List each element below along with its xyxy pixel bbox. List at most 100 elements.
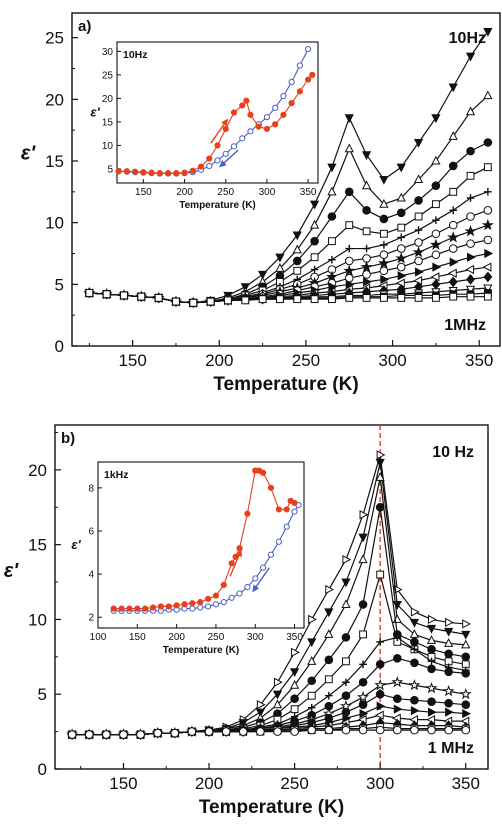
annotation-bottom: 1MHz xyxy=(444,317,486,334)
inset-y-tick-label: 20 xyxy=(102,94,114,105)
data-point xyxy=(448,83,458,93)
inset-data-point xyxy=(228,560,235,567)
data-point xyxy=(204,727,214,736)
data-point xyxy=(307,691,316,700)
data-point xyxy=(413,174,424,184)
data-point xyxy=(448,220,458,230)
data-point xyxy=(327,295,336,304)
inset-data-point xyxy=(291,499,298,507)
inset-y-tick-label: 5 xyxy=(107,164,113,175)
data-point xyxy=(431,114,441,124)
data-point xyxy=(359,630,367,639)
data-point xyxy=(362,206,371,215)
inset-data-point xyxy=(157,603,165,610)
inset-arrows xyxy=(229,549,270,593)
data-point xyxy=(342,657,350,666)
data-point xyxy=(292,231,302,241)
data-point xyxy=(120,291,128,300)
data-point xyxy=(427,645,436,654)
inset-x-tick-label: 150 xyxy=(129,632,146,643)
inset-data-point xyxy=(126,605,133,612)
series-group xyxy=(83,27,494,309)
data-point xyxy=(84,730,94,739)
inset-data-point xyxy=(244,510,251,517)
inset-data-point xyxy=(189,600,196,607)
inset-data-point xyxy=(252,575,259,582)
data-point xyxy=(363,277,372,287)
data-point xyxy=(442,684,455,697)
inset-data-point xyxy=(123,168,130,175)
inset-data-point xyxy=(214,142,221,149)
inset-data-point xyxy=(220,599,227,606)
data-point xyxy=(392,694,402,704)
data-point xyxy=(376,701,386,711)
inset-data-point xyxy=(212,601,220,608)
data-point xyxy=(483,284,493,294)
inset-data-point xyxy=(296,62,303,69)
inset-data-point xyxy=(173,602,180,609)
data-point xyxy=(414,293,423,302)
data-point xyxy=(464,225,477,237)
data-point xyxy=(410,725,419,735)
data-point xyxy=(444,667,453,677)
data-point xyxy=(362,244,371,253)
data-point xyxy=(341,725,351,735)
data-point xyxy=(397,271,407,281)
annotation-top: 10Hz xyxy=(449,30,486,47)
y-tick-label: 10 xyxy=(45,214,64,233)
inset-data-point xyxy=(142,605,149,612)
inset-data-point xyxy=(148,169,155,176)
data-point xyxy=(431,293,440,302)
arrow-head-cooling xyxy=(252,584,260,593)
data-point xyxy=(414,226,423,234)
data-point xyxy=(461,725,471,735)
data-point xyxy=(427,707,437,717)
y-tick-label: 10 xyxy=(28,610,47,629)
data-point xyxy=(431,155,441,165)
data-point xyxy=(343,264,356,276)
data-point xyxy=(447,268,457,278)
inset-x-tick-label: 150 xyxy=(135,187,152,198)
data-point xyxy=(379,229,388,238)
data-point xyxy=(431,250,441,260)
data-point xyxy=(413,138,424,148)
data-point xyxy=(379,175,389,185)
data-point xyxy=(461,639,471,649)
inset-data-point xyxy=(280,92,287,100)
data-point xyxy=(410,706,420,716)
data-point xyxy=(374,678,387,691)
data-point xyxy=(276,295,284,304)
inset-chart: 150 200 250 300 350 5 10 15 20 25 30 Temperature (K… xyxy=(90,41,319,211)
x-tick-label: 200 xyxy=(195,774,223,793)
inset-data-point xyxy=(255,123,262,130)
data-point xyxy=(483,271,493,283)
inset-arrows xyxy=(210,118,239,168)
data-point xyxy=(362,227,371,236)
inset-x-tick-label: 300 xyxy=(259,187,276,198)
data-point xyxy=(375,458,385,468)
data-point xyxy=(273,727,282,736)
x-tick-label: 300 xyxy=(378,351,406,370)
data-point xyxy=(449,187,458,196)
inset-data-point xyxy=(181,601,188,608)
data-point xyxy=(327,212,337,221)
series-line xyxy=(89,239,488,304)
data-point xyxy=(380,274,390,285)
series-14 xyxy=(67,725,471,739)
data-point xyxy=(375,725,385,735)
y-axis: 0 5 10 15 20 xyxy=(28,431,61,779)
inset-x-tick-label: 250 xyxy=(217,187,234,198)
data-point xyxy=(357,690,370,703)
inset-x-tick-label: 250 xyxy=(208,632,225,643)
data-point xyxy=(341,599,351,609)
inset-data-point xyxy=(243,97,250,104)
data-point xyxy=(379,266,389,276)
inset-data-point xyxy=(110,605,117,612)
data-point xyxy=(328,255,336,264)
y-tick-label: 0 xyxy=(38,760,47,779)
data-point xyxy=(396,163,406,173)
data-point xyxy=(483,206,493,215)
data-point xyxy=(258,295,267,304)
inset-data-point xyxy=(181,169,188,176)
data-point xyxy=(291,647,300,657)
